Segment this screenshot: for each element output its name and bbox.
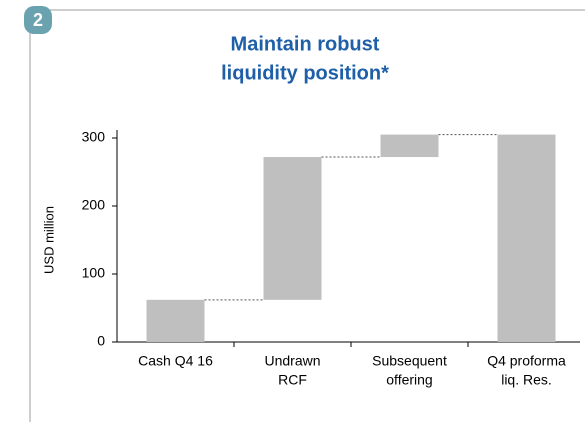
- x-tick-label: Q4 proforma: [487, 353, 566, 369]
- y-tick-label: 0: [97, 333, 105, 349]
- x-tick-label: Subsequent: [372, 353, 447, 369]
- x-tick-label: offering: [386, 372, 432, 388]
- x-tick-label: Undrawn: [264, 353, 320, 369]
- x-tick-label: liq. Res.: [501, 372, 552, 388]
- y-tick-label: 100: [82, 265, 106, 281]
- x-tick-label: Cash Q4 16: [138, 353, 213, 369]
- badge-number: 2: [33, 10, 43, 30]
- chart-title: liquidity position*: [221, 62, 389, 84]
- chart-title: Maintain robust: [231, 33, 380, 55]
- bar: [380, 134, 439, 158]
- badge: [24, 6, 52, 34]
- bar: [263, 157, 322, 300]
- bar: [497, 134, 556, 342]
- y-tick-label: 200: [82, 197, 106, 213]
- x-tick-label: RCF: [278, 372, 307, 388]
- y-axis-label: USD million: [41, 206, 56, 274]
- y-tick-label: 300: [82, 129, 106, 145]
- bar: [146, 299, 205, 342]
